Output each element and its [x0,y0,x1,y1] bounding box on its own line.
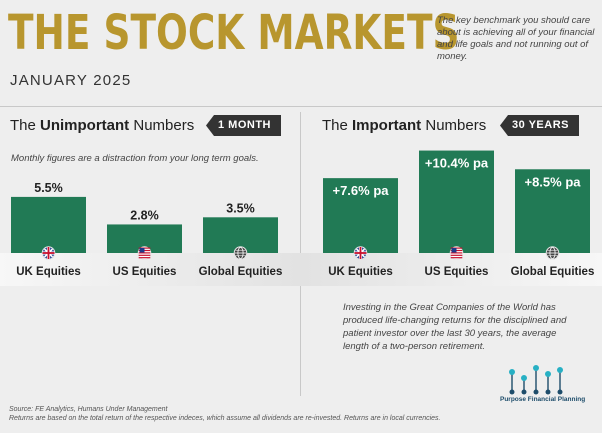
category-band [0,253,602,286]
chart-1: 5.5% UK Equities 2.8% US Equities 3.5% Global… [11,181,282,278]
footer-disclaimer: Returns are based on the total return of… [9,415,441,422]
right-section-heading: The Important Numbers [322,117,487,134]
value-label: +7.6% pa [332,183,389,198]
uk-flag-icon [41,246,56,260]
footer-source: Source: FE Analytics, Humans Under Manag… [9,406,168,413]
bar-uk-equities [11,196,86,253]
badge-30-years: 30 YEARS [500,115,579,136]
value-label: 3.5% [226,201,255,215]
header-divider [0,106,602,107]
bar-global-equities [515,169,590,253]
uk-flag-icon [353,246,368,260]
returns-chart: 5.5% UK Equities 2.8% US Equities 3.5% Global… [11,150,595,278]
category-label: Global Equities [511,266,595,278]
us-flag-icon [137,246,152,260]
left-section-heading: The Unimportant Numbers [10,117,195,134]
category-label: Global Equities [199,266,283,278]
value-label: +10.4% pa [425,156,489,171]
value-label: 5.5% [34,181,63,195]
globe-icon [233,246,248,260]
badge-1-month: 1 MONTH [206,115,281,136]
footer: Source: FE Analytics, Humans Under Manag… [9,405,441,423]
intro-text: The key benchmark you should care about … [437,15,595,62]
globe-icon [545,246,560,260]
page-title: THE STOCK MARKETS [8,5,460,61]
category-label: US Equities [425,266,489,278]
us-flag-icon [449,246,464,260]
bar-us-equities [419,150,494,253]
value-label: +8.5% pa [524,174,581,189]
chart-2: +7.6% pa UK Equities +10.4% pa US Equities +… [323,150,595,278]
company-logo [509,365,563,395]
company-name: Purpose Financial Planning [500,396,586,403]
investing-text: Investing in the Great Companies of the … [343,302,567,352]
value-label: 2.8% [130,208,159,222]
page-subtitle: JANUARY 2025 [10,72,132,89]
category-label: US Equities [113,266,177,278]
category-label: UK Equities [16,266,81,278]
distraction-note: Monthly figures are a distraction from y… [11,153,259,164]
category-label: UK Equities [328,266,393,278]
bar-uk-equities [323,178,398,253]
